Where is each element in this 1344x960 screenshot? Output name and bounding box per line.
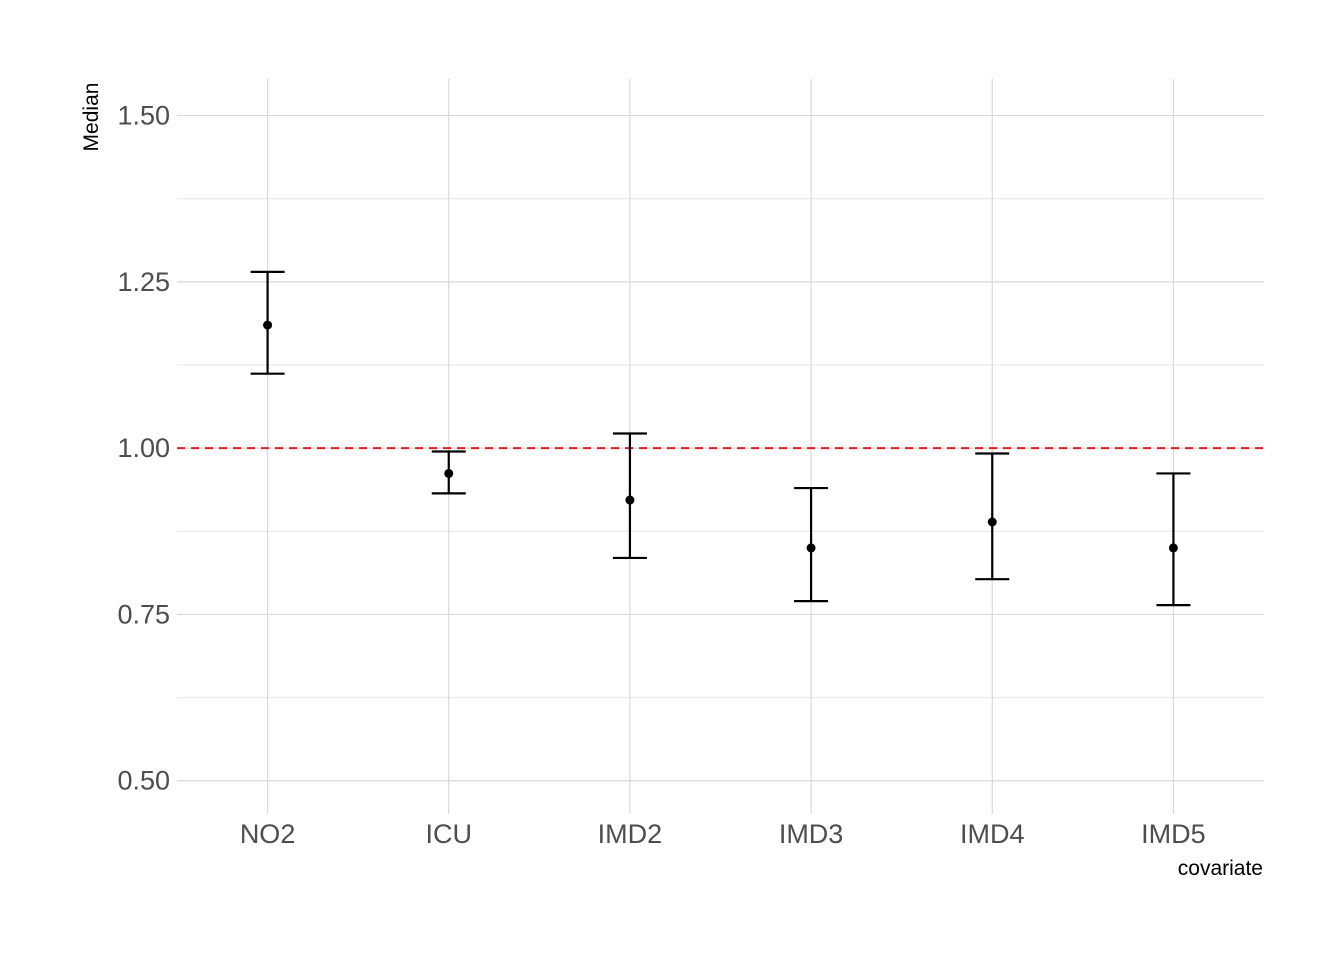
data-marks [250,270,1191,607]
x-tick-label: IMD4 [960,819,1025,849]
data-point [987,517,997,527]
x-tick-label: NO2 [240,819,296,849]
x-tick-label: IMD5 [1141,819,1206,849]
y-axis-title: Median [80,83,103,152]
data-point [625,495,635,505]
x-tick-label: IMD3 [779,819,844,849]
y-tick-label: 0.50 [117,766,170,796]
data-point [806,543,816,553]
y-tick-label: 1.50 [117,101,170,131]
minor-gridlines [177,198,1264,699]
data-point [1168,543,1178,553]
major-gridlines [177,79,1264,814]
x-tick-label: ICU [426,819,473,849]
data-point [444,468,454,478]
y-tick-label: 1.00 [117,433,170,463]
x-tick-label: IMD2 [598,819,663,849]
y-tick-label: 1.25 [117,267,170,297]
x-tick-labels: NO2 ICU IMD2 IMD3 IMD4 IMD5 [240,819,1206,849]
x-axis-title: covariate [1178,857,1263,880]
y-tick-labels: 0.50 0.75 1.00 1.25 1.50 [117,101,170,796]
data-point [263,320,273,330]
y-tick-label: 0.75 [117,599,170,629]
